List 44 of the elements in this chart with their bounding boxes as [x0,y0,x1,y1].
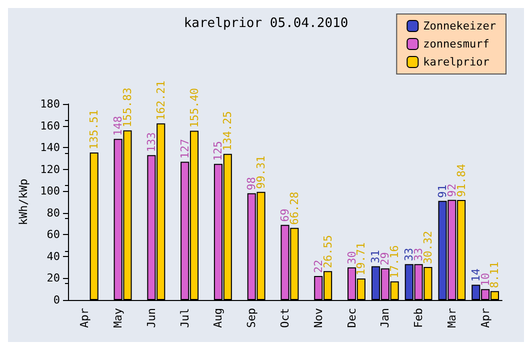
data-label: 99.31 [254,156,268,189]
x-tick-label: Feb [412,308,426,328]
data-label: 162.21 [154,80,168,120]
y-tick-label: 40 [46,250,60,263]
data-label: 91.84 [454,164,468,197]
y-tick-label: 0 [53,294,60,306]
data-label: 26.55 [321,234,334,268]
data-label: 135.51 [88,110,101,150]
data-label: 127 [178,138,192,159]
x-tick-label: Oct [278,308,292,328]
data-label: 155.40 [188,88,201,128]
chart-title: karelprior 05.04.2010 [184,16,348,31]
y-axis-title: kWh/kWp [17,178,30,226]
y-tick-label: 160 [40,119,60,132]
y-tick-label: 20 [46,272,60,285]
y-tick-label: 140 [40,141,60,154]
data-label: 19.71 [354,242,368,276]
x-tick-label: Jan [378,308,392,328]
data-label: 66.28 [288,192,301,225]
x-tick-label: Nov [312,308,325,328]
y-tick-label: 80 [46,206,60,220]
x-tick-label: Jun [144,308,158,328]
x-tick-label: Jul [178,308,192,328]
y-tick-label: 60 [46,228,60,242]
y-tick-label: 120 [40,162,60,176]
legend-label: karelprior [423,56,490,68]
data-label: 14 [469,268,482,282]
y-tick-label: 100 [40,184,60,198]
legend-label: Zonnekeizer [423,20,496,32]
x-tick-label: Sep [245,308,258,328]
data-label: 155.83 [120,88,134,128]
legend-label: zonnesmurf [423,38,490,50]
y-tick-label: 180 [40,98,60,110]
data-label: 8.11 [488,262,502,288]
x-tick-label: Dec [345,308,358,328]
x-tick-label: Aug [212,308,225,328]
data-label: 30.32 [421,230,434,264]
x-tick-label: Apr [478,308,492,328]
data-label: 134.25 [221,111,234,151]
x-tick-label: Apr [78,308,92,328]
data-label: 133 [144,132,158,152]
x-tick-label: May [112,308,125,328]
data-label: 17.16 [388,245,402,278]
x-tick-label: Mar [445,308,458,328]
